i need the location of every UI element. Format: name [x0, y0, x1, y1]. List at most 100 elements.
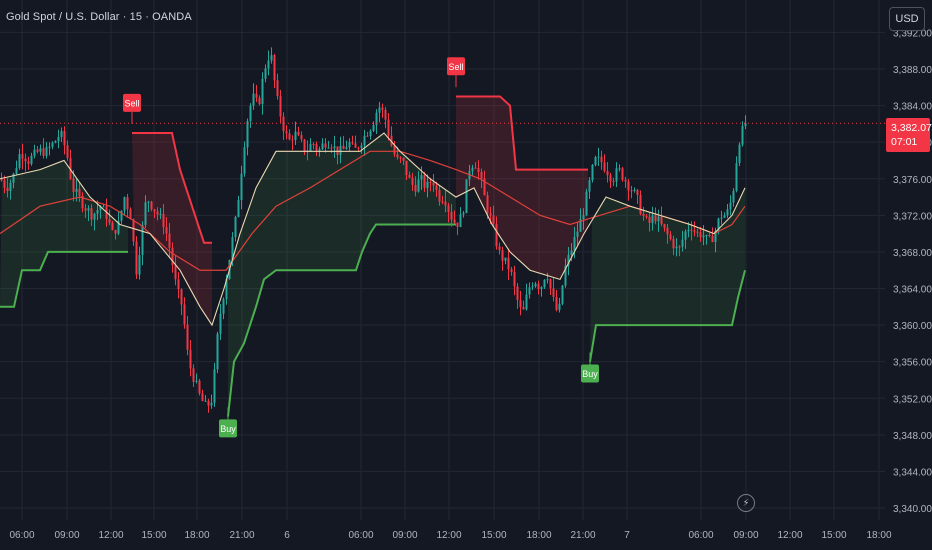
candle-body	[474, 167, 477, 169]
candle-body	[18, 154, 21, 168]
candle-body	[51, 142, 54, 147]
candle-body	[663, 224, 666, 228]
candle-body	[732, 190, 735, 203]
x-tick-label: 09:00	[392, 530, 417, 541]
candle-body	[219, 313, 222, 334]
candle-body	[543, 279, 546, 288]
sell-signal-box	[447, 57, 465, 76]
candle-body	[36, 149, 39, 152]
candle-body	[558, 303, 561, 310]
candle-body	[387, 119, 390, 136]
currency-button[interactable]: USD	[889, 7, 925, 31]
candle-body	[639, 194, 642, 214]
candle-body	[393, 145, 396, 155]
candle-body	[342, 145, 345, 150]
candle-body	[42, 148, 45, 156]
candle-body	[147, 201, 150, 203]
candle-body	[381, 107, 384, 110]
buy-signal-box	[219, 419, 237, 438]
candle-body	[660, 216, 663, 225]
y-tick-label: 3,352.000	[893, 394, 932, 405]
trailing-stop-fill-down	[456, 96, 588, 279]
buy-signal-label: Buy	[220, 424, 236, 434]
candle-body	[63, 131, 66, 146]
candle-body	[615, 168, 618, 182]
candle-body	[684, 231, 687, 240]
candle-body	[450, 212, 453, 220]
candle-body	[156, 211, 159, 215]
candle-body	[717, 218, 720, 231]
candle-body	[132, 219, 135, 242]
candle-body	[270, 55, 273, 61]
candle-body	[315, 144, 318, 151]
chart-title: Gold Spot / U.S. Dollar · 15 · OANDA	[6, 11, 192, 23]
y-tick-label: 3,364.000	[893, 285, 932, 296]
candle-body	[261, 78, 264, 105]
candle-body	[459, 214, 462, 227]
candle-countdown: 07:01	[891, 136, 918, 148]
candle-body	[426, 181, 429, 188]
candle-body	[78, 188, 81, 196]
candle-body	[402, 157, 405, 161]
candle-body	[174, 265, 177, 280]
candle-body	[579, 219, 582, 232]
candle-body	[654, 215, 657, 222]
candle-body	[351, 142, 354, 144]
candle-body	[93, 213, 96, 220]
candle-body	[12, 173, 15, 183]
candle-body	[135, 241, 138, 275]
candle-body	[285, 131, 288, 134]
candle-body	[294, 131, 297, 141]
candle-body	[117, 220, 120, 234]
candle-body	[252, 93, 255, 106]
candle-body	[99, 206, 102, 211]
candle-body	[498, 246, 501, 251]
x-tick-label: 15:00	[481, 530, 506, 541]
candle-body	[300, 135, 303, 140]
x-tick-label: 15:00	[821, 530, 846, 541]
candle-body	[666, 227, 669, 235]
y-tick-label: 3,376.000	[893, 175, 932, 186]
candle-body	[597, 156, 600, 158]
candle-body	[3, 180, 6, 188]
candle-body	[624, 179, 627, 182]
candle-body	[627, 181, 630, 191]
candle-body	[123, 197, 126, 211]
candle-body	[195, 380, 198, 382]
candle-body	[423, 175, 426, 188]
candle-body	[720, 217, 723, 219]
trailing-stop-line-down	[456, 95, 588, 171]
candle-body	[525, 294, 528, 310]
candle-body	[126, 197, 129, 210]
candle-body	[90, 208, 93, 220]
candle-body	[225, 279, 228, 300]
candle-body	[327, 147, 330, 149]
candle-body	[687, 229, 690, 232]
candle-body	[189, 349, 192, 369]
candle-body	[321, 143, 324, 150]
y-tick-label: 3,356.000	[893, 358, 932, 369]
candle-body	[744, 123, 747, 127]
candle-body	[723, 215, 726, 218]
candle-body	[288, 133, 291, 140]
candle-body	[555, 296, 558, 310]
candle-body	[57, 137, 60, 142]
candle-body	[267, 60, 270, 69]
candle-body	[591, 165, 594, 181]
candle-body	[213, 369, 216, 403]
lightning-icon[interactable]: ⚡	[737, 494, 755, 512]
candle-body	[702, 235, 705, 238]
candle-body	[330, 147, 333, 149]
candle-body	[366, 135, 369, 137]
candle-body	[378, 107, 381, 113]
candle-body	[204, 400, 207, 402]
candle-body	[354, 143, 357, 148]
candle-body	[582, 215, 585, 220]
candle-body	[636, 189, 639, 195]
candle-body	[531, 286, 534, 288]
candle-body	[369, 130, 372, 137]
trailing-stop-fill-up	[0, 161, 128, 307]
candle-body	[495, 223, 498, 247]
